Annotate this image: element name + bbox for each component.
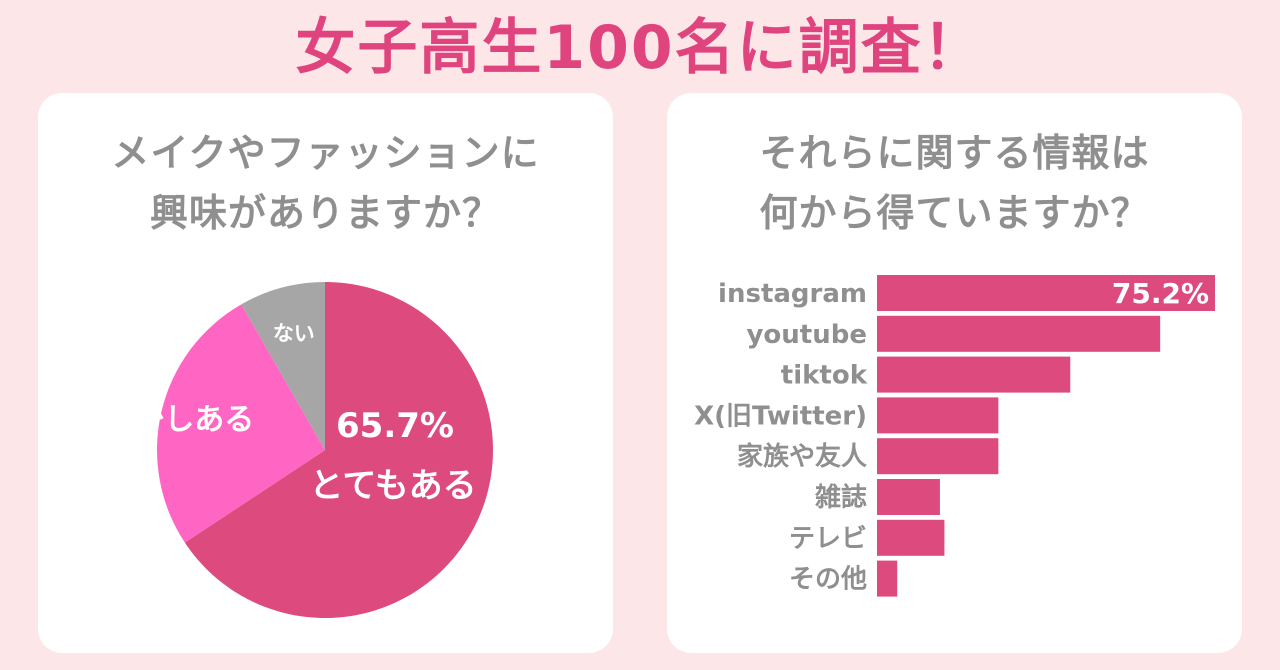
bar-category-label: テレビ [789, 524, 867, 554]
bar-category-label: instagram [718, 279, 867, 309]
interest-panel: メイクやファッションに 興味がありますか？ 65.7% とてもある 少しある ない [38, 93, 613, 653]
bar [877, 519, 945, 556]
bar-value-label: 75.2% [1112, 277, 1209, 310]
interest-pie-chart: 65.7% とてもある 少しある ない [134, 282, 493, 618]
pie-slice [156, 304, 325, 543]
pie-slice-label: とてもある [309, 466, 476, 506]
bar [877, 275, 1215, 311]
bar-category-label: 雑誌 [814, 482, 867, 513]
bar [877, 397, 999, 434]
source-question: それらに関する情報は 何から得ていますか？ [667, 123, 1242, 243]
bar [877, 479, 940, 515]
bar-category-label: X(旧Twitter) [694, 401, 867, 431]
pie-slice [241, 282, 325, 450]
source-panel: それらに関する情報は 何から得ていますか？ instagram 75.2% yout… [667, 93, 1242, 653]
bar-category-label: 家族や友人 [737, 441, 867, 472]
page-title: 女子高生100名に調査！ [295, 13, 985, 83]
pie-value-label: 65.7% [336, 406, 454, 446]
pie-slice-label: ない [273, 321, 315, 345]
bar [877, 560, 898, 597]
pie-slice [184, 282, 493, 618]
pie-slice-label: 少しある [134, 403, 254, 438]
interest-question-line2: 興味がありますか？ [149, 191, 501, 235]
bar [877, 438, 999, 475]
bar-category-label: tiktok [781, 361, 868, 391]
source-question-line1: それらに関する情報は [759, 131, 1150, 175]
interest-question-line1: メイクやファッションに [111, 131, 540, 175]
bar-category-label: youtube [746, 320, 867, 350]
bar [877, 356, 1071, 393]
source-bar-chart: instagram 75.2% youtube tiktok X(旧Twitter) 家族… [694, 275, 1215, 597]
source-question-line2: 何から得ていますか？ [759, 191, 1150, 235]
bar-category-label: その他 [789, 565, 867, 595]
bar [877, 315, 1161, 352]
interest-question: メイクやファッションに 興味がありますか？ [38, 123, 613, 243]
